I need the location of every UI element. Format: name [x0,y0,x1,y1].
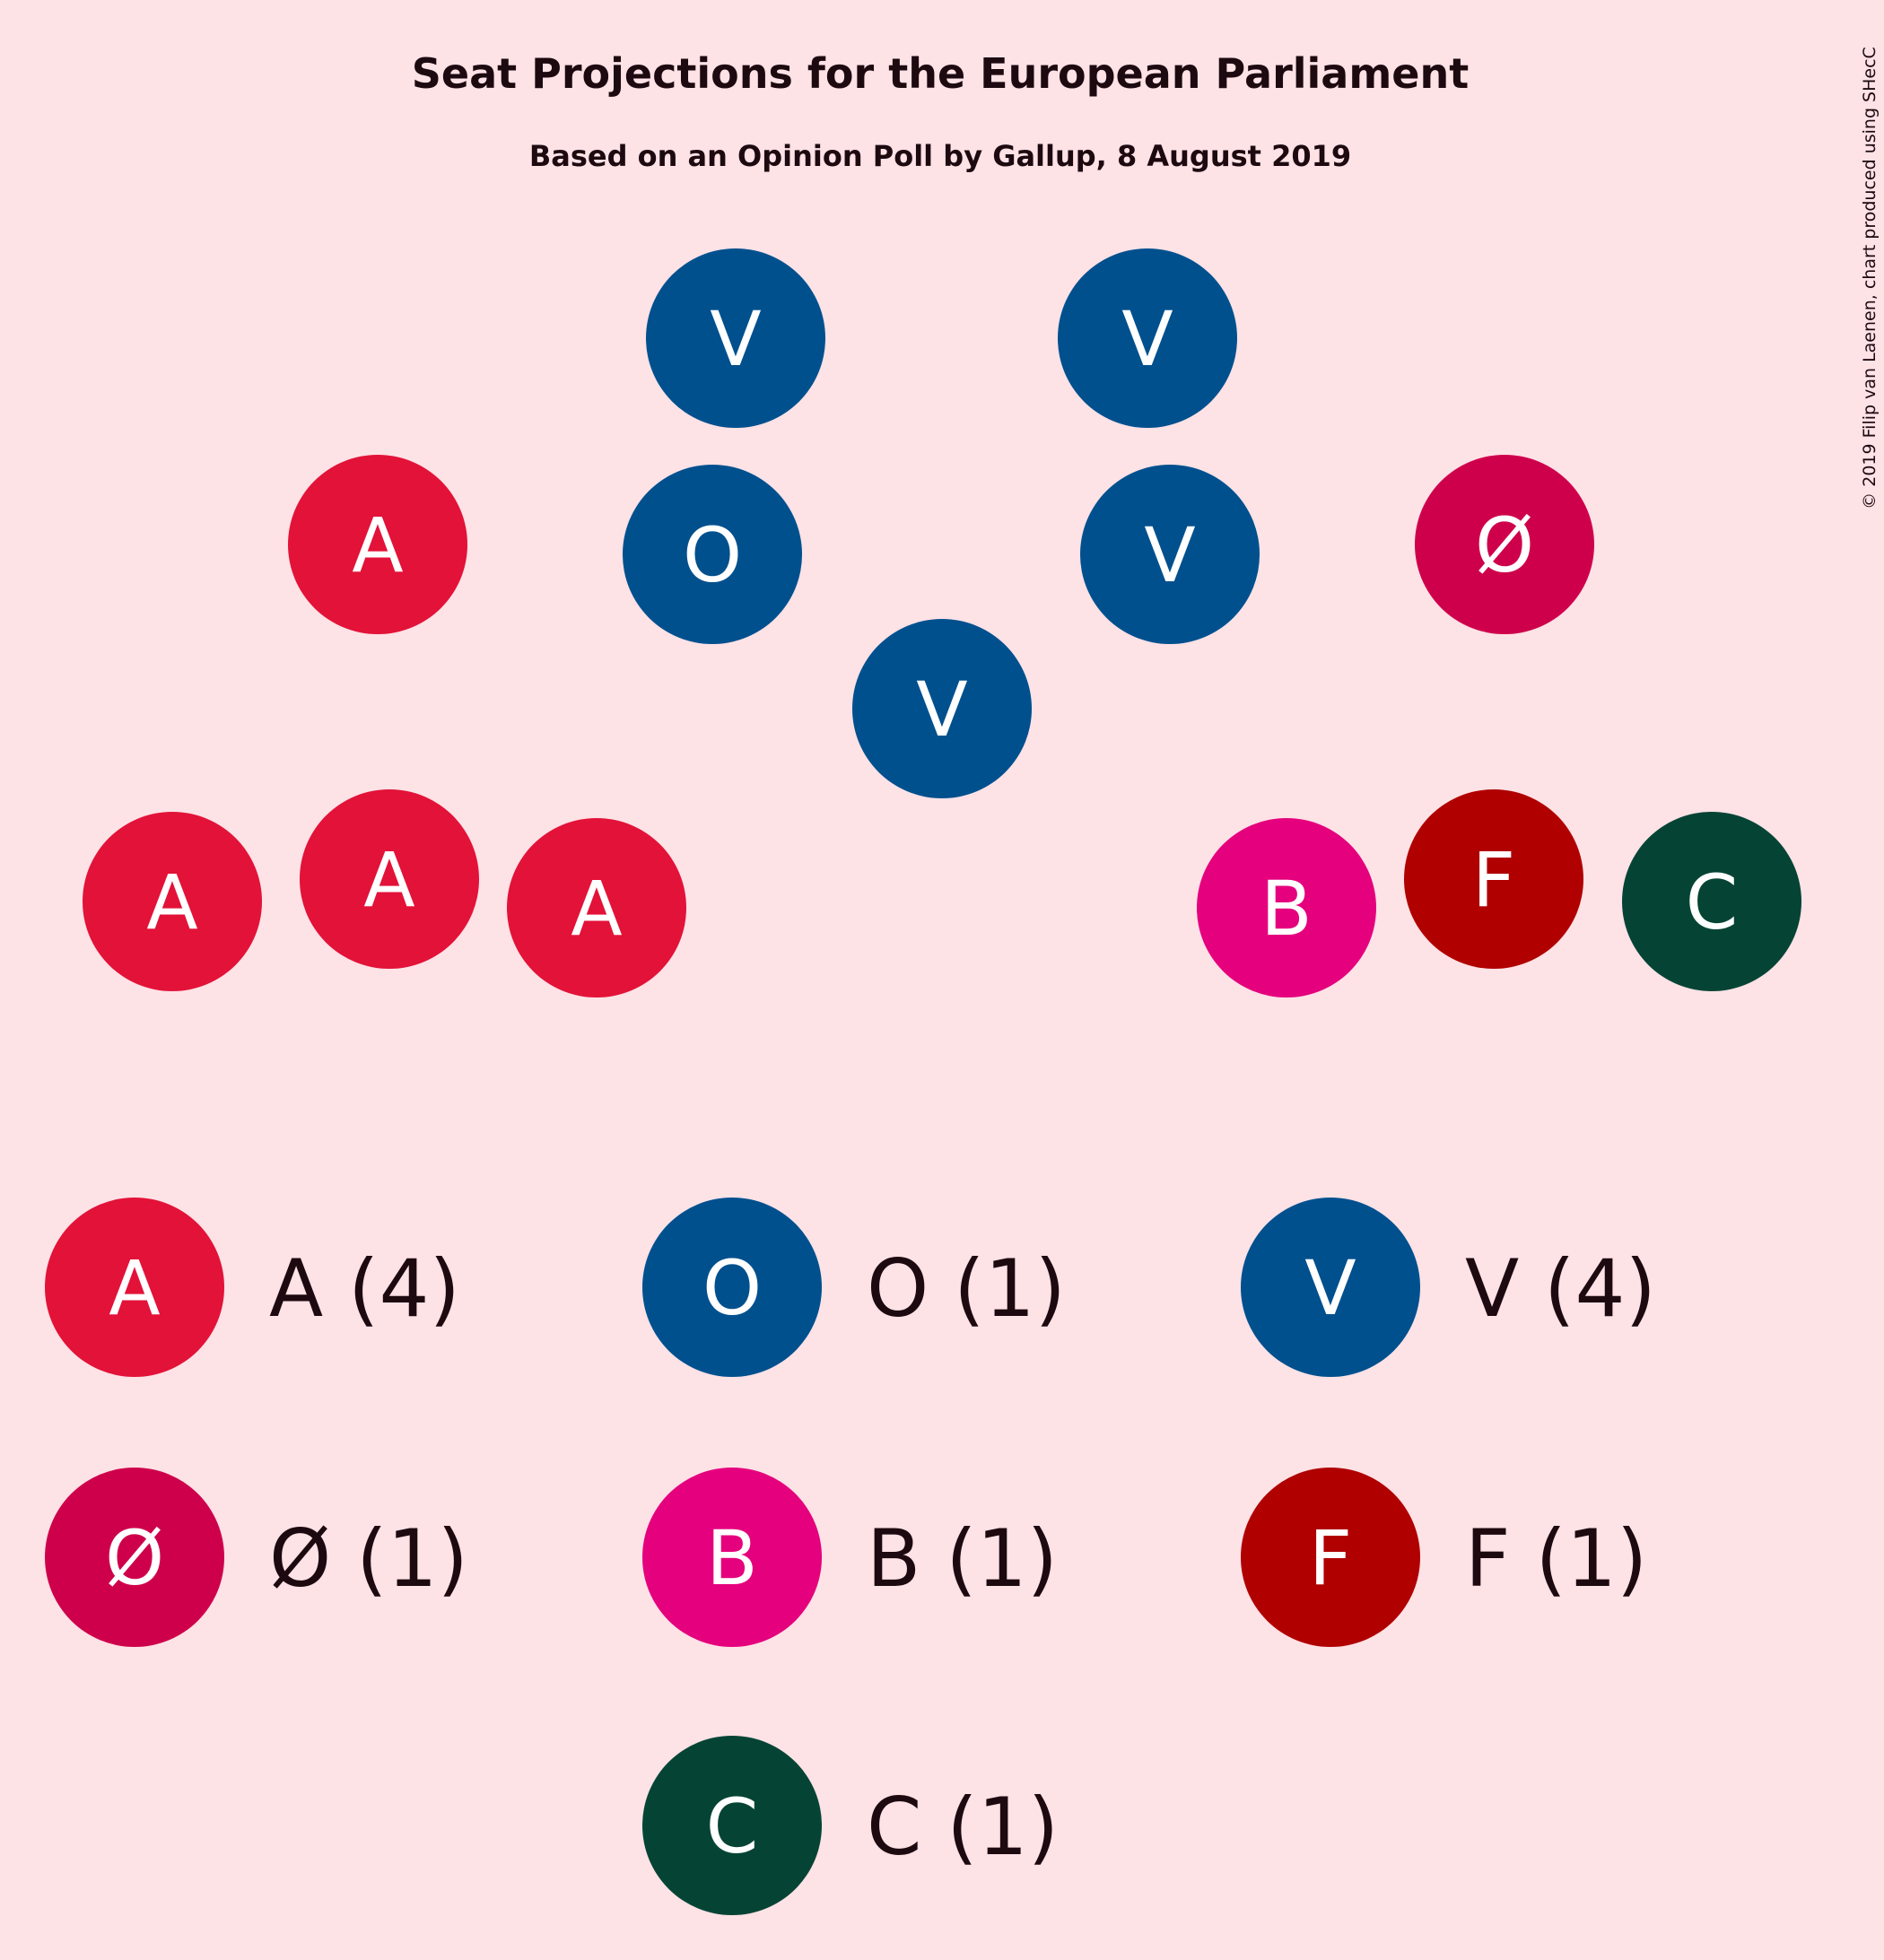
legend-swatch [45,1198,224,1377]
seat-a-1: A [83,812,262,991]
legend-item-c: C C (1) [642,1736,1059,1915]
legend-swatch [45,1468,224,1647]
seat-label: V [1121,295,1173,383]
legend-swatch-label: V [1304,1244,1356,1332]
legend-item-a: A A (4) [45,1198,460,1377]
seat-c-1: C [1622,812,1801,991]
legend-swatch [1241,1468,1420,1647]
seat-label: F [1472,836,1515,924]
legend-swatch [642,1468,822,1647]
seat-f-1: F [1404,789,1583,969]
seat-label: A [352,501,403,589]
seat-circle [507,818,686,997]
seat-o-1: O [623,465,802,644]
seat-label: V [916,666,967,754]
seat-circle [1404,789,1583,969]
seat-oe-1: Ø [1415,455,1594,634]
seat-circle [1080,465,1260,644]
seat-a-2: A [300,789,479,969]
seat-circle [623,465,802,644]
legend-swatch-label: A [109,1244,160,1332]
seat-circle [83,812,262,991]
seat-group: A A A A O V V V V Ø B F C [83,248,1801,997]
legend-label: V (4) [1465,1242,1656,1335]
legend-swatch-label: B [706,1514,758,1602]
legend-swatch [642,1736,822,1915]
legend-swatch [1241,1198,1420,1377]
seat-circle [1197,818,1376,997]
seat-circle [288,455,467,634]
copyright-note: © 2019 Filip van Laenen, chart produced … [1860,47,1880,510]
seat-a-4: A [288,455,467,634]
legend-swatch-label: O [702,1244,762,1332]
seat-circle [1058,248,1237,428]
seat-label: V [1144,511,1195,599]
seat-circle [852,619,1032,798]
seat-v-3: V [1080,465,1260,644]
seat-label: Ø [1475,501,1534,589]
legend-label: A (4) [269,1242,460,1335]
seat-circle [646,248,825,428]
legend-swatch-label: Ø [105,1514,164,1602]
seat-b-1: B [1197,818,1376,997]
seat-v-2: V [1058,248,1237,428]
seat-v-4: V [852,619,1032,798]
seat-label: A [146,858,197,946]
legend: A A (4) O O (1) V V (4) Ø Ø (1) B B (1) F F (1) C C (… [45,1198,1656,1915]
legend-item-o: O O (1) [642,1198,1066,1377]
legend-label: B (1) [867,1512,1058,1605]
chart-subtitle: Based on an Opinion Poll by Gallup, 8 Au… [529,139,1351,173]
seat-label: B [1260,865,1313,953]
seat-label: O [683,511,742,599]
legend-swatch [642,1198,822,1377]
legend-label: Ø (1) [269,1512,468,1605]
seat-circle [1415,455,1594,634]
legend-item-b: B B (1) [642,1468,1058,1647]
legend-label: F (1) [1465,1512,1647,1605]
seat-label: A [571,865,622,953]
seat-a-3: A [507,818,686,997]
seat-label: C [1686,858,1739,946]
legend-item-v: V V (4) [1241,1198,1656,1377]
legend-swatch-label: F [1309,1514,1352,1602]
legend-label: O (1) [867,1242,1066,1335]
legend-item-f: F F (1) [1241,1468,1647,1647]
seat-label: V [710,295,761,383]
chart-title: Seat Projections for the European Parlia… [412,49,1469,98]
legend-swatch-label: C [706,1782,759,1870]
seat-label: A [363,836,414,924]
seat-v-1: V [646,248,825,428]
legend-item-oe: Ø Ø (1) [45,1468,468,1647]
legend-label: C (1) [867,1781,1059,1873]
seat-circle [300,789,479,969]
seat-circle [1622,812,1801,991]
